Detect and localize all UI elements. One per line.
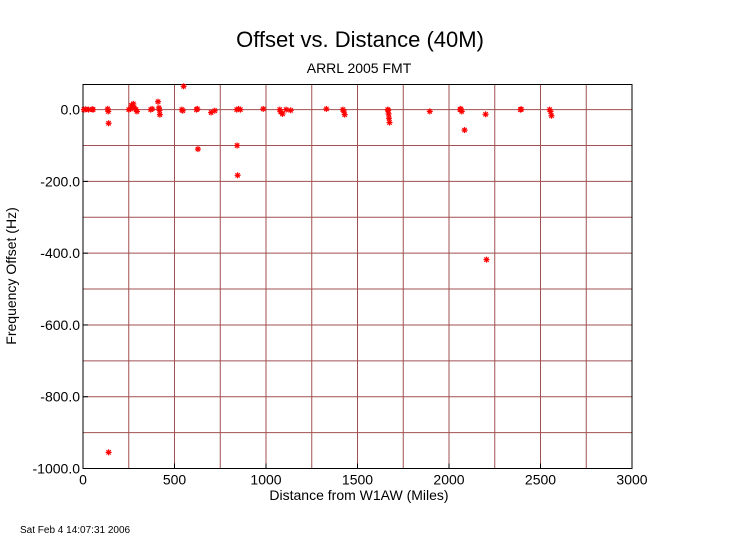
data-point bbox=[156, 111, 163, 118]
data-point bbox=[194, 105, 201, 112]
data-point bbox=[483, 256, 490, 263]
x-axis-label: Distance from W1AW (Miles) bbox=[269, 487, 448, 503]
data-point bbox=[461, 127, 468, 134]
data-point bbox=[234, 172, 241, 179]
data-point bbox=[155, 98, 162, 105]
data-points bbox=[80, 83, 555, 456]
data-point bbox=[518, 106, 525, 113]
data-point bbox=[105, 449, 112, 456]
data-point bbox=[105, 108, 112, 115]
x-tick-label: 2000 bbox=[433, 472, 464, 488]
x-tick-label: 0 bbox=[79, 472, 87, 488]
data-point bbox=[548, 112, 555, 119]
x-axis-ticks: 0 500 1000 1500 2000 2500 3000 bbox=[79, 463, 648, 488]
data-point bbox=[547, 108, 554, 115]
grid-lines bbox=[83, 84, 632, 469]
y-tick-label: -600.0 bbox=[40, 317, 80, 333]
data-point bbox=[237, 106, 244, 113]
data-point bbox=[105, 120, 112, 127]
data-point bbox=[287, 107, 294, 114]
x-tick-label: 1000 bbox=[250, 472, 281, 488]
chart-subtitle: ARRL 2005 FMT bbox=[307, 60, 412, 76]
y-tick-label: -800.0 bbox=[40, 389, 80, 405]
data-point bbox=[234, 142, 241, 149]
x-tick-label: 3000 bbox=[616, 472, 647, 488]
chart-title: Offset vs. Distance (40M) bbox=[236, 27, 484, 52]
y-tick-label: 0.0 bbox=[61, 102, 81, 118]
y-axis-label: Frequency Offset (Hz) bbox=[3, 207, 19, 344]
y-tick-label: -200.0 bbox=[40, 173, 80, 189]
data-point bbox=[180, 83, 187, 90]
data-point bbox=[149, 105, 156, 112]
data-point bbox=[323, 105, 330, 112]
data-point bbox=[386, 119, 393, 126]
data-point bbox=[260, 105, 267, 112]
y-tick-label: -1000.0 bbox=[33, 461, 81, 477]
data-point bbox=[458, 108, 465, 115]
y-axis-ticks: 0.0 -200.0 -400.0 -600.0 -800.0 -1000.0 bbox=[33, 102, 88, 477]
data-point bbox=[194, 146, 201, 153]
x-tick-label: 1500 bbox=[342, 472, 373, 488]
data-point bbox=[179, 107, 186, 114]
footer-timestamp: Sat Feb 4 14:07:31 2006 bbox=[20, 525, 131, 536]
x-tick-label: 500 bbox=[163, 472, 187, 488]
data-point bbox=[283, 106, 290, 113]
y-tick-label: -400.0 bbox=[40, 245, 80, 261]
data-point bbox=[279, 110, 286, 117]
data-point bbox=[482, 111, 489, 118]
x-tick-label: 2500 bbox=[525, 472, 556, 488]
data-point bbox=[211, 107, 218, 114]
data-point bbox=[341, 111, 348, 118]
data-point bbox=[90, 106, 97, 113]
data-point bbox=[426, 108, 433, 115]
data-point bbox=[133, 108, 140, 115]
